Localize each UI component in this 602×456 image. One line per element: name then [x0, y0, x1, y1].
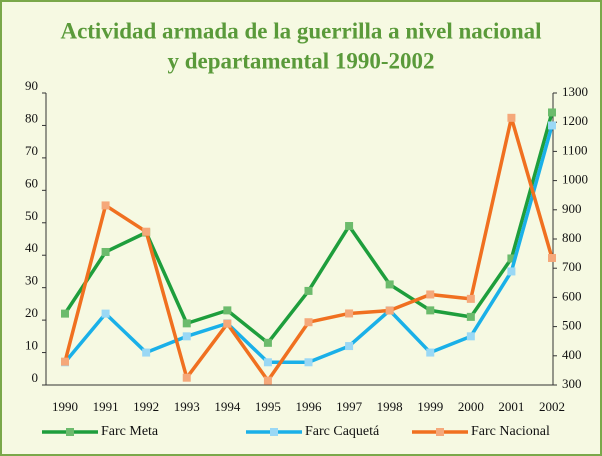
y2-tick-label: 1200 — [562, 113, 588, 128]
x-tick-label: 1991 — [93, 399, 119, 414]
x-tick-label: 2001 — [498, 399, 524, 414]
chart-title: Actividad armada de la guerrilla a nivel… — [60, 18, 541, 43]
data-point — [142, 348, 151, 357]
data-point — [466, 332, 475, 341]
data-point — [345, 342, 354, 351]
data-point — [507, 254, 516, 263]
x-tick-label: 1999 — [417, 399, 443, 414]
y-tick-label: 50 — [25, 208, 38, 223]
data-point — [142, 227, 151, 236]
y2-tick-label: 1300 — [562, 84, 588, 99]
x-tick-label: 1993 — [174, 399, 200, 414]
data-point — [507, 113, 516, 122]
data-point — [548, 121, 556, 130]
legend-label: Farc Nacional — [471, 424, 550, 439]
data-point — [101, 201, 110, 210]
data-point — [466, 312, 475, 321]
data-point — [466, 294, 475, 303]
y-tick-label: 10 — [25, 338, 38, 353]
y-tick-label: 0 — [32, 370, 39, 385]
data-point — [101, 247, 110, 256]
y-tick-label: 20 — [25, 305, 38, 320]
x-tick-label: 1996 — [296, 399, 323, 414]
data-point — [385, 306, 394, 315]
legend-label: Farc Meta — [101, 424, 159, 439]
data-point — [263, 358, 272, 367]
chart-title: y departamental 1990-2002 — [167, 48, 434, 73]
x-tick-label: 1997 — [336, 399, 363, 414]
data-point — [101, 309, 110, 318]
y-tick-label: 80 — [25, 110, 38, 125]
y-tick-label: 70 — [25, 143, 38, 158]
data-point — [304, 286, 313, 295]
y-tick-label: 30 — [25, 273, 38, 288]
data-point — [548, 108, 556, 117]
x-tick-label: 2000 — [458, 399, 484, 414]
legend-marker — [66, 428, 74, 436]
data-point — [263, 338, 272, 347]
data-point — [507, 267, 516, 276]
data-point — [61, 309, 69, 318]
data-point — [223, 319, 232, 328]
x-tick-label: 1994 — [214, 399, 241, 414]
data-point — [548, 253, 556, 262]
y2-tick-label: 400 — [562, 347, 582, 362]
y-tick-label: 90 — [25, 78, 38, 93]
data-point — [345, 309, 354, 318]
data-point — [426, 348, 435, 357]
y2-tick-label: 600 — [562, 288, 582, 303]
y2-tick-label: 700 — [562, 259, 582, 274]
x-tick-label: 1995 — [255, 399, 281, 414]
data-point — [182, 373, 191, 382]
data-point — [182, 319, 191, 328]
data-point — [345, 222, 354, 231]
y2-tick-label: 900 — [562, 201, 582, 216]
y2-tick-label: 1000 — [562, 172, 588, 187]
y2-tick-label: 1100 — [562, 142, 588, 157]
data-point — [426, 290, 435, 299]
data-point — [304, 358, 313, 367]
legend-marker — [436, 428, 444, 436]
x-tick-label: 2002 — [539, 399, 565, 414]
data-point — [223, 306, 232, 315]
data-point — [182, 332, 191, 341]
y2-tick-label: 500 — [562, 318, 582, 333]
data-point — [304, 318, 313, 327]
x-tick-label: 1998 — [377, 399, 403, 414]
data-point — [263, 376, 272, 385]
data-point — [61, 357, 69, 366]
y2-tick-label: 300 — [562, 376, 582, 391]
y-tick-label: 60 — [25, 175, 38, 190]
legend-label: Farc Caquetá — [305, 424, 380, 439]
legend-marker — [270, 428, 278, 436]
data-point — [385, 280, 394, 289]
y-tick-label: 40 — [25, 240, 38, 255]
x-tick-label: 1992 — [133, 399, 159, 414]
data-point — [426, 306, 435, 315]
y2-tick-label: 800 — [562, 230, 582, 245]
x-tick-label: 1990 — [52, 399, 78, 414]
